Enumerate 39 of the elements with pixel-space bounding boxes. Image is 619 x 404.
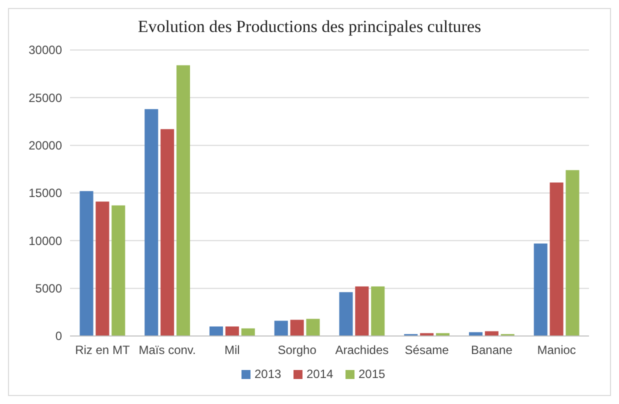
x-tick-label: Banane: [471, 343, 513, 357]
y-tick-label: 30000: [28, 43, 62, 58]
bar: [534, 244, 548, 336]
x-tick-label: Maïs conv.: [138, 343, 196, 357]
x-tick-label: Sorgho: [278, 343, 317, 357]
x-tick-label: Manioc: [537, 343, 576, 357]
y-tick-label: 15000: [28, 186, 62, 200]
chart-title: Evolution des Productions des principales cultures: [138, 17, 482, 36]
bar: [96, 202, 110, 336]
legend-label: 2015: [358, 367, 386, 381]
bar: [274, 320, 288, 336]
bar: [550, 182, 564, 336]
legend-label: 2014: [306, 367, 334, 381]
bar: [566, 170, 580, 336]
x-tick-label: Sésame: [404, 343, 450, 357]
bar: [468, 332, 483, 336]
x-tick-label: Mil: [224, 343, 240, 357]
bar: [176, 65, 190, 336]
x-tick-label: Riz en MT: [75, 343, 130, 357]
bar: [160, 129, 174, 336]
bar: [290, 320, 304, 336]
bar: [484, 331, 498, 336]
y-tick-label: 0: [55, 329, 62, 344]
bar: [339, 292, 353, 336]
legend-label: 2013: [254, 367, 282, 381]
bar: [306, 318, 320, 336]
bar: [80, 191, 94, 336]
y-tick-label: 25000: [28, 90, 62, 105]
y-tick-label: 20000: [28, 138, 62, 153]
bar: [209, 326, 224, 336]
x-tick-label: Arachides: [335, 343, 389, 357]
bar: [355, 286, 369, 336]
y-tick-label: 5000: [35, 282, 62, 296]
bar: [241, 328, 255, 336]
bar: [225, 326, 239, 336]
y-tick-label: 10000: [28, 234, 62, 248]
bar: [144, 109, 158, 336]
bar: [112, 205, 126, 336]
bar: [371, 286, 385, 336]
